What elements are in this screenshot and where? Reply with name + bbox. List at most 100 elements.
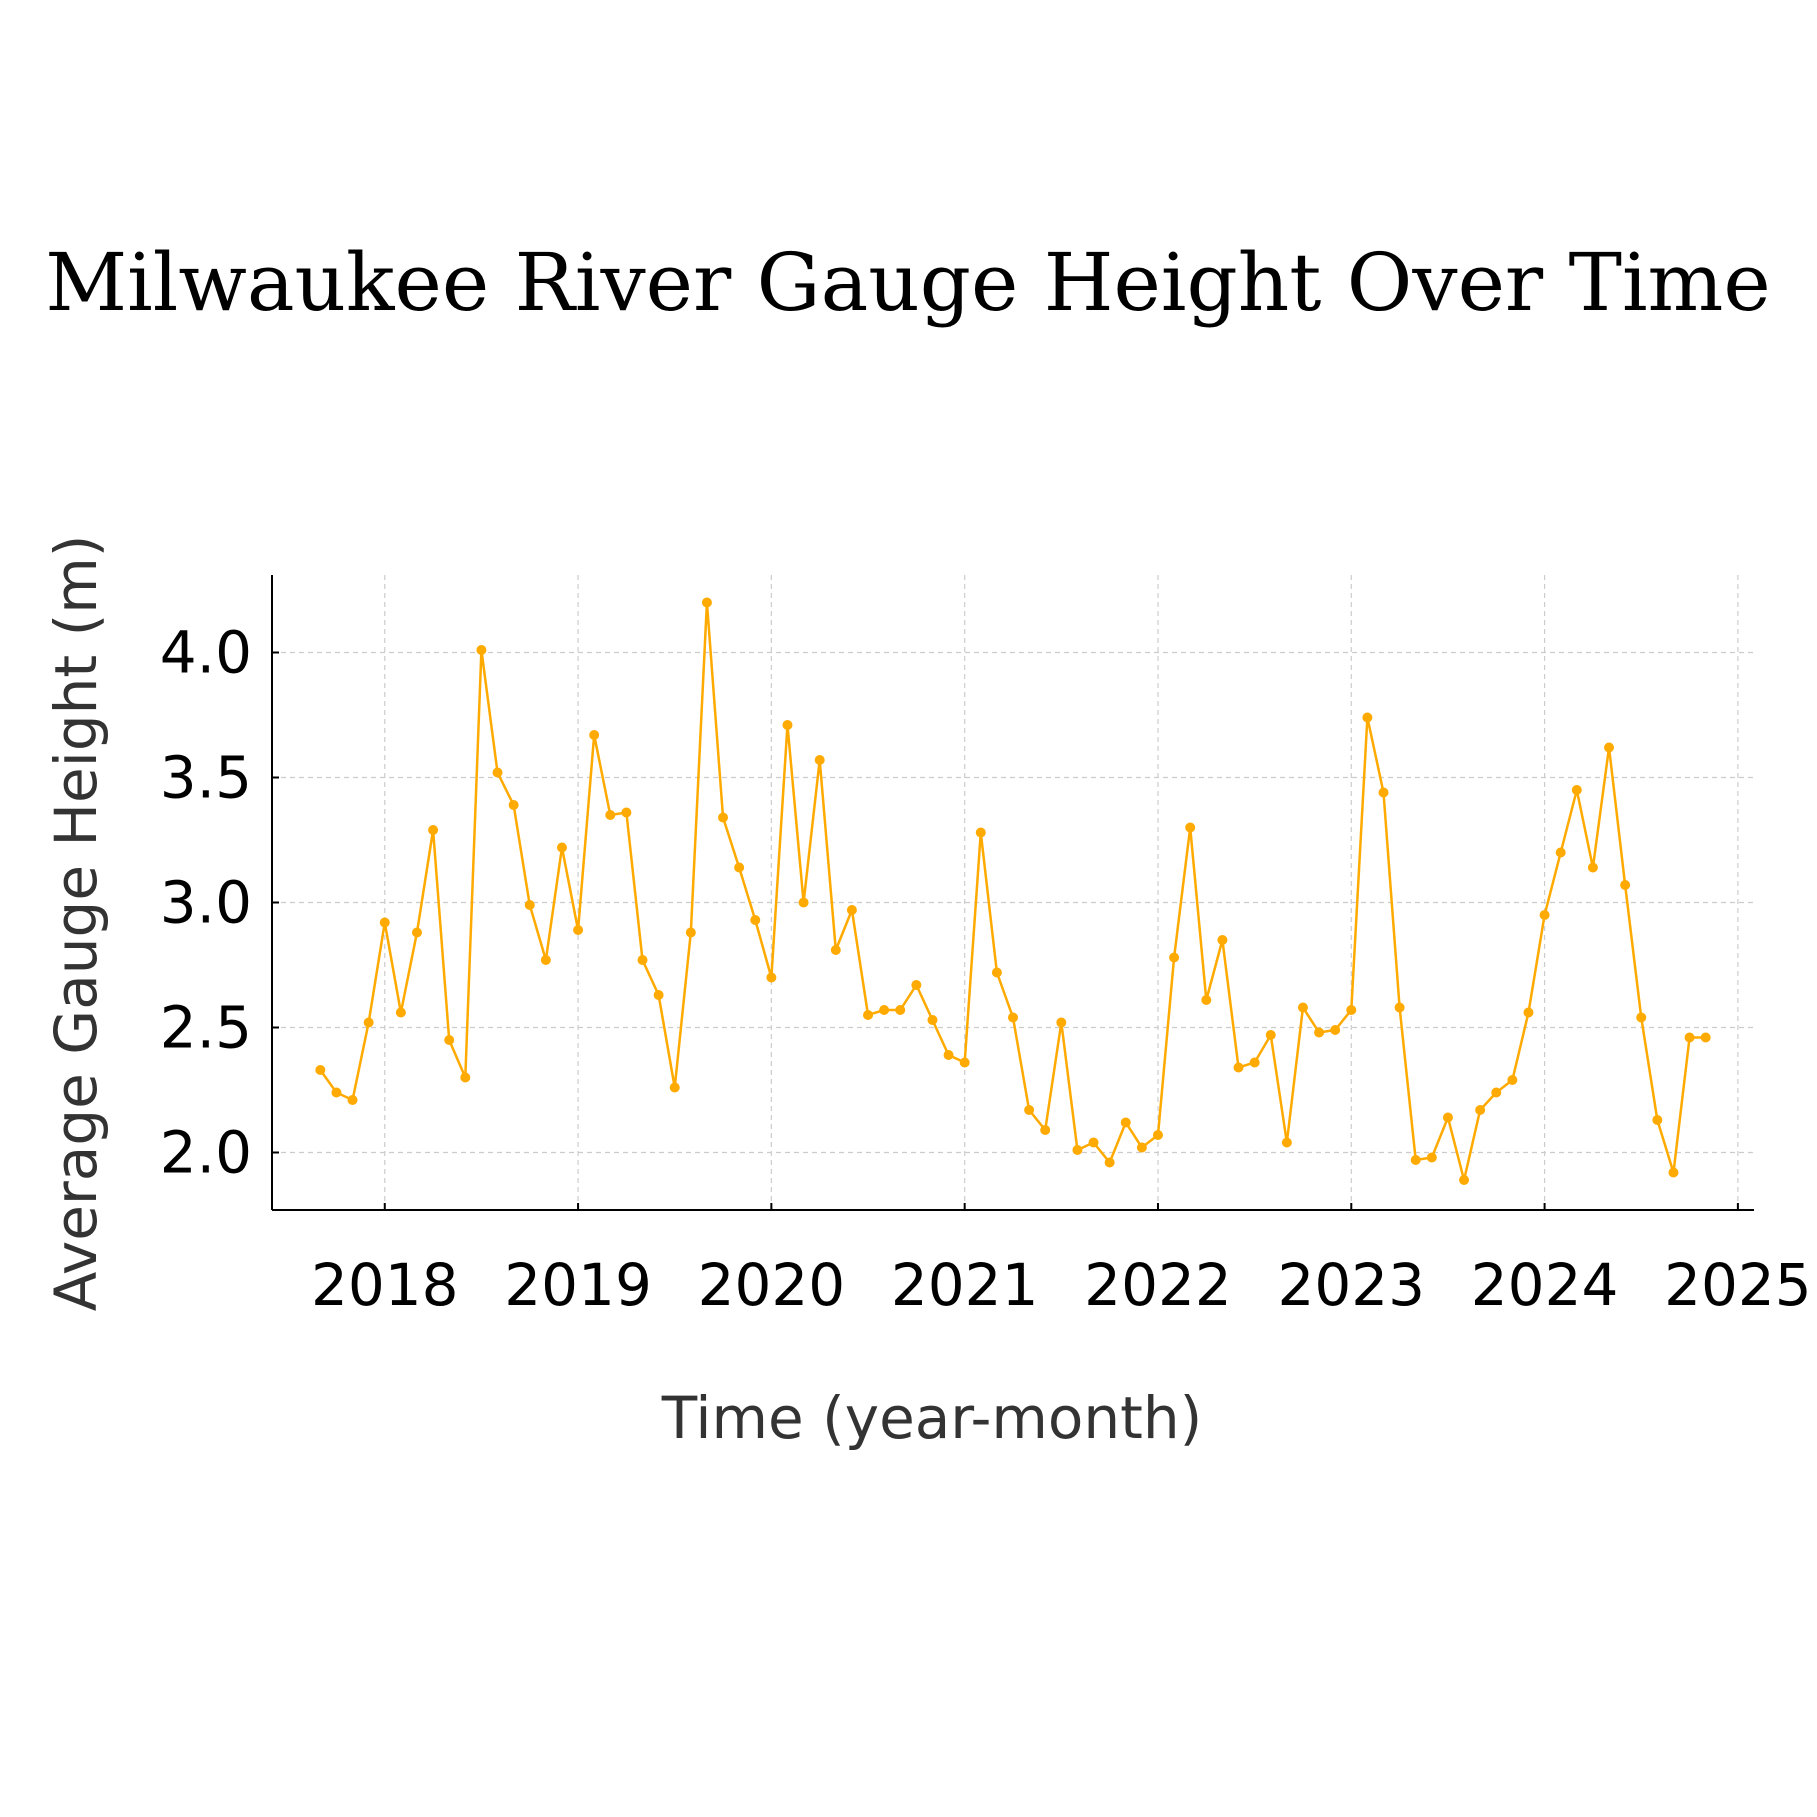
data-point bbox=[959, 1057, 970, 1068]
y-axis-ticks: 2.0 2.5 3.0 3.5 4.0 bbox=[160, 619, 279, 1187]
data-point bbox=[1233, 1062, 1244, 1073]
data-point bbox=[1491, 1087, 1502, 1098]
x-tick-label: 2024 bbox=[1471, 1251, 1619, 1319]
x-tick-label: 2022 bbox=[1084, 1251, 1232, 1319]
data-point bbox=[460, 1072, 471, 1083]
data-point bbox=[1426, 1152, 1437, 1163]
data-point bbox=[879, 1005, 890, 1015]
data-point bbox=[1088, 1137, 1099, 1148]
x-axis-ticks: 2018 2019 2020 2021 2022 2023 2024 2025 bbox=[311, 1203, 1812, 1319]
data-point bbox=[1185, 822, 1196, 833]
data-point bbox=[830, 945, 841, 955]
x-tick-label: 2021 bbox=[891, 1251, 1039, 1319]
data-point bbox=[1523, 1007, 1534, 1018]
data-point bbox=[1152, 1130, 1163, 1140]
data-point bbox=[1539, 910, 1550, 920]
data-point bbox=[991, 967, 1002, 978]
x-tick-label: 2019 bbox=[504, 1251, 652, 1319]
data-point bbox=[1040, 1125, 1051, 1135]
data-point bbox=[1314, 1027, 1325, 1038]
data-point bbox=[1507, 1075, 1518, 1085]
x-axis-label: Time (year-month) bbox=[661, 1384, 1203, 1452]
data-point bbox=[846, 905, 857, 915]
data-point bbox=[1555, 847, 1566, 858]
data-point bbox=[524, 900, 535, 910]
chart-title: Milwaukee River Gauge Height Over Time bbox=[45, 236, 1770, 329]
data-point bbox=[1394, 1002, 1405, 1013]
y-tick-label: 2.5 bbox=[160, 994, 252, 1062]
y-tick-label: 3.0 bbox=[160, 869, 252, 937]
data-point bbox=[1636, 1012, 1647, 1023]
data-point bbox=[1378, 787, 1389, 798]
data-point bbox=[331, 1087, 342, 1098]
data-point bbox=[1620, 880, 1631, 890]
data-point bbox=[1459, 1175, 1470, 1185]
data-point bbox=[701, 597, 712, 608]
data-point bbox=[782, 720, 793, 730]
data-point bbox=[1362, 712, 1373, 723]
data-point bbox=[347, 1095, 358, 1105]
x-tick-label: 2018 bbox=[311, 1251, 459, 1319]
data-point bbox=[395, 1007, 406, 1018]
data-point bbox=[1604, 742, 1615, 753]
data-point bbox=[1008, 1012, 1018, 1023]
data-point bbox=[911, 980, 922, 990]
data-point bbox=[1571, 785, 1582, 795]
data-point bbox=[685, 927, 696, 938]
x-tick-label: 2023 bbox=[1277, 1251, 1425, 1319]
data-point bbox=[927, 1015, 938, 1025]
data-point bbox=[1475, 1105, 1486, 1115]
series-gauge-height bbox=[315, 597, 1711, 1185]
data-point bbox=[1169, 952, 1180, 963]
data-point bbox=[1330, 1025, 1341, 1035]
data-point bbox=[363, 1017, 374, 1028]
data-point bbox=[605, 810, 616, 820]
data-point bbox=[379, 917, 390, 928]
data-point bbox=[1297, 1002, 1308, 1013]
axes bbox=[271, 575, 1754, 1211]
data-point bbox=[895, 1005, 906, 1015]
data-point bbox=[1684, 1032, 1695, 1043]
data-point bbox=[1024, 1105, 1035, 1115]
data-point bbox=[653, 990, 664, 1000]
data-point bbox=[428, 825, 439, 835]
data-point bbox=[1136, 1142, 1147, 1153]
data-point bbox=[315, 1065, 326, 1075]
x-tick-label: 2020 bbox=[698, 1251, 846, 1319]
data-point bbox=[734, 862, 745, 873]
data-point bbox=[863, 1010, 874, 1020]
y-tick-label: 3.5 bbox=[160, 744, 252, 812]
data-point bbox=[492, 767, 503, 778]
data-point bbox=[1346, 1005, 1357, 1015]
data-point bbox=[621, 807, 632, 818]
y-axis-label: Average Gauge Height (m) bbox=[42, 535, 110, 1312]
data-point bbox=[718, 812, 729, 823]
data-point bbox=[1056, 1017, 1067, 1028]
data-point bbox=[1217, 935, 1228, 945]
data-point bbox=[556, 842, 567, 853]
data-point bbox=[1281, 1137, 1292, 1148]
data-point bbox=[1587, 862, 1598, 873]
data-point bbox=[943, 1050, 954, 1060]
data-point bbox=[1700, 1032, 1711, 1043]
data-point bbox=[1201, 995, 1212, 1005]
data-point bbox=[1072, 1145, 1083, 1155]
data-point bbox=[1410, 1155, 1421, 1165]
data-point bbox=[1668, 1167, 1679, 1178]
data-point bbox=[1249, 1057, 1260, 1068]
data-point bbox=[637, 955, 648, 965]
y-tick-label: 4.0 bbox=[160, 619, 252, 687]
data-point bbox=[798, 897, 809, 908]
x-tick-label: 2025 bbox=[1664, 1251, 1812, 1319]
y-tick-label: 2.0 bbox=[160, 1119, 252, 1187]
data-point bbox=[573, 925, 584, 935]
data-point bbox=[1120, 1117, 1131, 1128]
data-point bbox=[814, 755, 825, 765]
data-point bbox=[476, 645, 487, 655]
data-point bbox=[444, 1035, 455, 1045]
data-point bbox=[1104, 1157, 1115, 1168]
data-point bbox=[508, 800, 519, 810]
data-point bbox=[750, 915, 761, 925]
data-point bbox=[1652, 1115, 1663, 1125]
